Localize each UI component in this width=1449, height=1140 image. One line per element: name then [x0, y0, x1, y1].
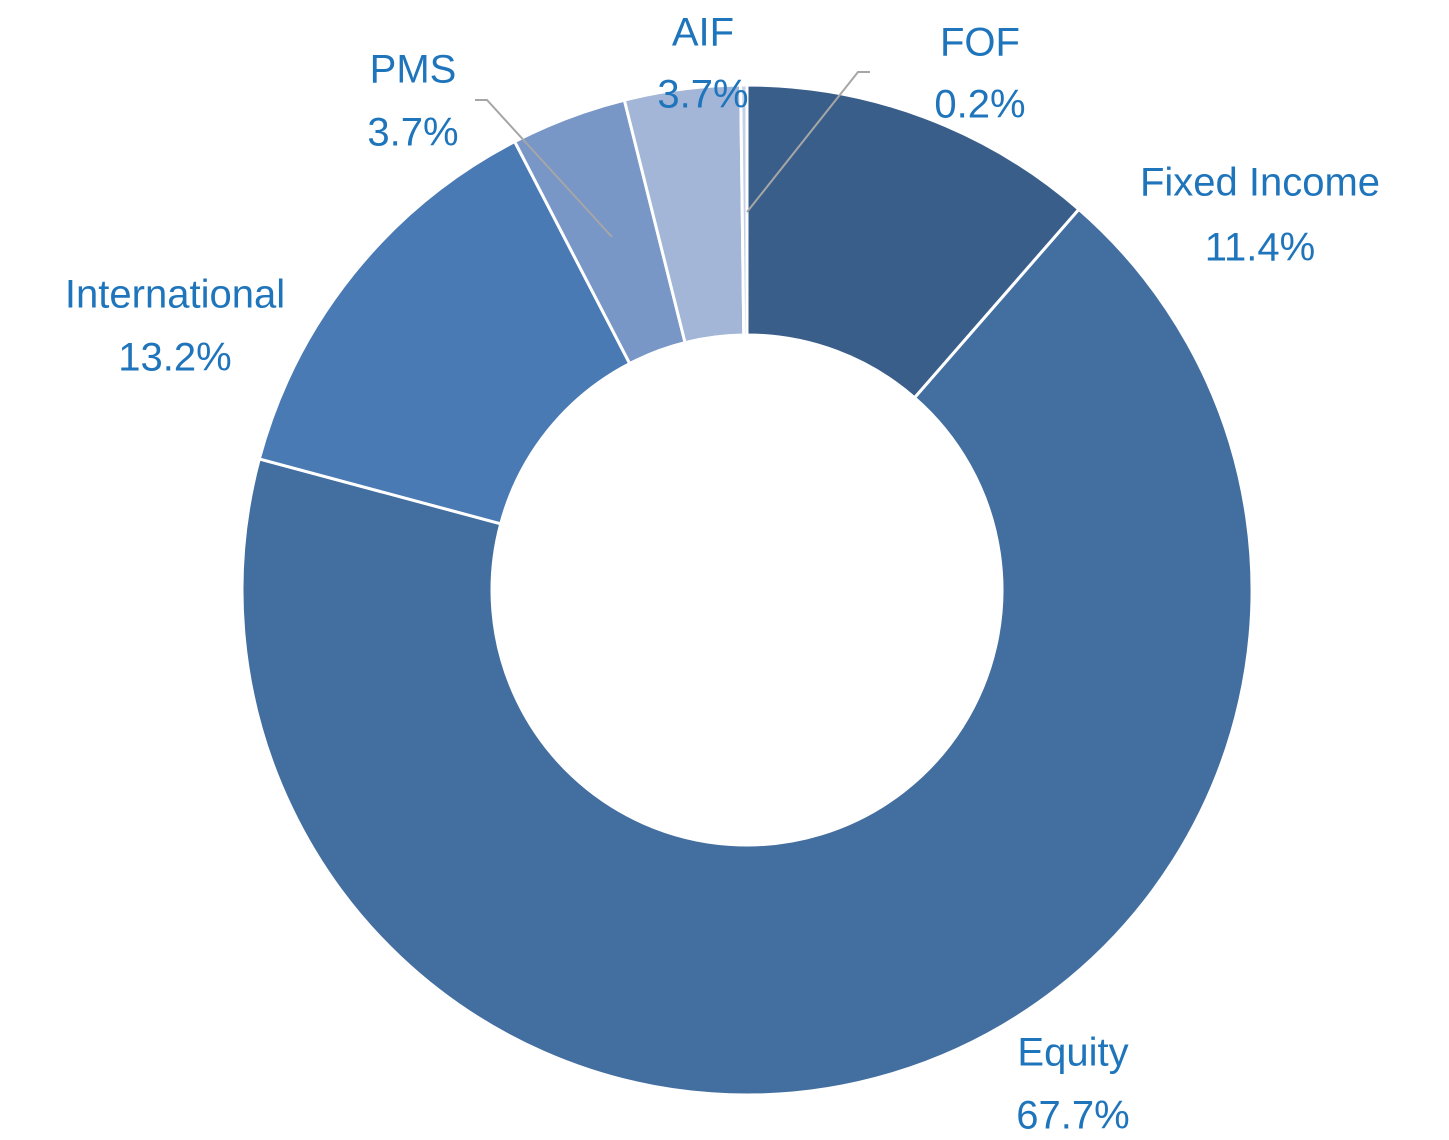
donut-slice — [257, 139, 632, 526]
category-label: International — [65, 273, 285, 317]
category-label: AIF — [672, 11, 734, 55]
donut-slice — [745, 83, 1081, 400]
value-label: 13.2% — [118, 336, 231, 380]
category-label: Equity — [1017, 1031, 1128, 1075]
value-label: 67.7% — [1016, 1094, 1129, 1138]
leader-line — [746, 71, 870, 213]
category-label: Fixed Income — [1140, 161, 1380, 205]
value-label: 3.7% — [367, 111, 458, 155]
category-label: FOF — [940, 21, 1020, 65]
leader-line — [475, 99, 613, 238]
value-label: 11.4% — [1205, 226, 1315, 270]
value-label: 3.7% — [657, 73, 748, 117]
donut-slice — [240, 207, 1254, 1097]
category-label: PMS — [370, 48, 457, 92]
value-label: 0.2% — [934, 83, 1025, 127]
donut-slice — [739, 83, 749, 337]
